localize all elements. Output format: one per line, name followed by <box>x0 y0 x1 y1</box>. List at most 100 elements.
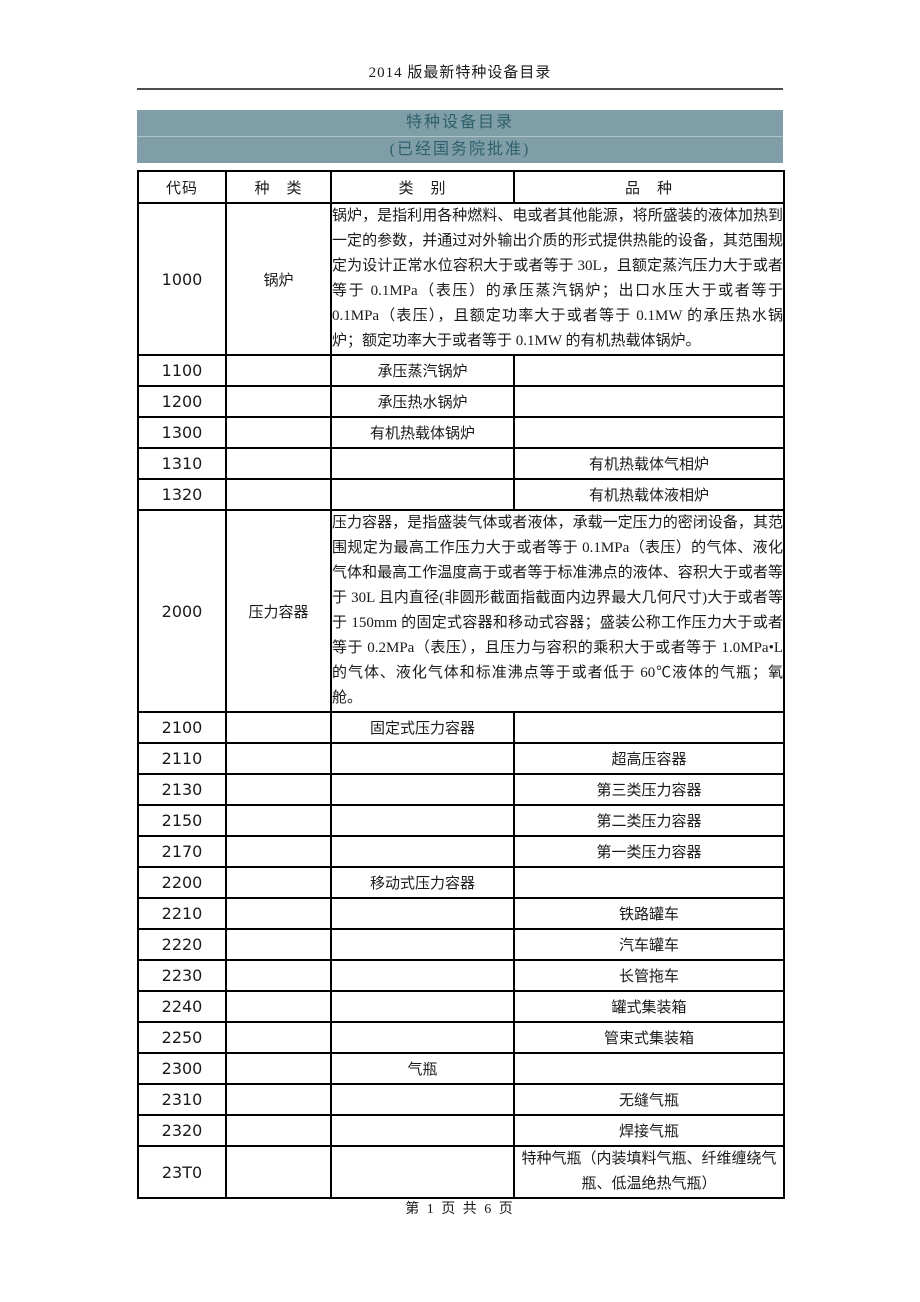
table-row: 1000 锅炉 锅炉，是指利用各种燃料、电或者其他能源，将所盛装的液体加热到一定的参… <box>137 202 785 356</box>
category-cell: 压力容器 <box>225 509 332 713</box>
code-cell: 2320 <box>137 1114 227 1147</box>
table-row: 2170 第一类压力容器 <box>137 835 785 868</box>
empty-class-cell <box>330 773 515 806</box>
table-row: 1310 有机热载体气相炉 <box>137 447 785 480</box>
empty-class-cell <box>330 928 515 961</box>
table-header-row: 代码 种 类 类 别 品 种 <box>137 170 785 204</box>
code-cell: 1320 <box>137 478 227 511</box>
table-row: 2210 铁路罐车 <box>137 897 785 930</box>
empty-variety-cell <box>513 354 785 387</box>
code-cell: 2310 <box>137 1083 227 1116</box>
column-header-variety: 品 种 <box>513 170 785 204</box>
table-row: 1100 承压蒸汽锅炉 <box>137 354 785 387</box>
empty-class-cell <box>330 1083 515 1116</box>
empty-category-cell <box>225 385 332 418</box>
class-cell: 气瓶 <box>330 1052 515 1085</box>
class-cell: 移动式压力容器 <box>330 866 515 899</box>
band-subtitle: (已经国务院批准) <box>389 141 531 158</box>
empty-category-cell <box>225 959 332 992</box>
variety-cell: 罐式集装箱 <box>513 990 785 1023</box>
empty-category-cell <box>225 866 332 899</box>
empty-class-cell <box>330 447 515 480</box>
empty-category-cell <box>225 742 332 775</box>
table-row: 2250 管束式集装箱 <box>137 1021 785 1054</box>
empty-category-cell <box>225 1114 332 1147</box>
code-cell: 2100 <box>137 711 227 744</box>
code-cell: 2200 <box>137 866 227 899</box>
empty-category-cell <box>225 1145 332 1199</box>
empty-category-cell <box>225 897 332 930</box>
code-cell: 1200 <box>137 385 227 418</box>
table-row: 2200 移动式压力容器 <box>137 866 785 899</box>
table-row: 1200 承压热水锅炉 <box>137 385 785 418</box>
table-row: 2150 第二类压力容器 <box>137 804 785 837</box>
description-cell: 锅炉，是指利用各种燃料、电或者其他能源，将所盛装的液体加热到一定的参数，并通过对… <box>330 202 785 356</box>
code-cell: 2250 <box>137 1021 227 1054</box>
variety-cell: 第二类压力容器 <box>513 804 785 837</box>
variety-cell: 特种气瓶（内装填料气瓶、纤维缠绕气瓶、低温绝热气瓶） <box>513 1145 785 1199</box>
class-cell: 有机热载体锅炉 <box>330 416 515 449</box>
variety-cell: 汽车罐车 <box>513 928 785 961</box>
variety-cell: 管束式集装箱 <box>513 1021 785 1054</box>
page-footer: 第 1 页 共 6 页 <box>405 1202 515 1217</box>
empty-category-cell <box>225 928 332 961</box>
title-band: 特种设备目录 (已经国务院批准) <box>137 110 783 163</box>
variety-cell: 无缝气瓶 <box>513 1083 785 1116</box>
code-cell: 2230 <box>137 959 227 992</box>
code-cell: 23T0 <box>137 1145 227 1199</box>
code-cell: 1300 <box>137 416 227 449</box>
band-title: 特种设备目录 <box>137 110 783 137</box>
empty-class-cell <box>330 478 515 511</box>
table-row: 2230 长管拖车 <box>137 959 785 992</box>
empty-class-cell <box>330 959 515 992</box>
code-cell: 2300 <box>137 1052 227 1085</box>
code-cell: 2170 <box>137 835 227 868</box>
empty-class-cell <box>330 1114 515 1147</box>
table-row: 2320 焊接气瓶 <box>137 1114 785 1147</box>
table-row: 2100 固定式压力容器 <box>137 711 785 744</box>
empty-class-cell <box>330 1145 515 1199</box>
empty-class-cell <box>330 742 515 775</box>
empty-class-cell <box>330 990 515 1023</box>
variety-cell: 焊接气瓶 <box>513 1114 785 1147</box>
class-cell: 固定式压力容器 <box>330 711 515 744</box>
code-cell: 1000 <box>137 202 227 356</box>
empty-variety-cell <box>513 711 785 744</box>
running-header: 2014 版最新特种设备目录 <box>137 0 783 90</box>
empty-category-cell <box>225 354 332 387</box>
table-row: 23T0 特种气瓶（内装填料气瓶、纤维缠绕气瓶、低温绝热气瓶） <box>137 1145 785 1199</box>
empty-category-cell <box>225 804 332 837</box>
table-row: 2130 第三类压力容器 <box>137 773 785 806</box>
empty-variety-cell <box>513 385 785 418</box>
code-cell: 2210 <box>137 897 227 930</box>
column-header-code: 代码 <box>137 170 227 204</box>
table-row: 2240 罐式集装箱 <box>137 990 785 1023</box>
catalog-table-body: 1000 锅炉 锅炉，是指利用各种燃料、电或者其他能源，将所盛装的液体加热到一定的参… <box>137 202 785 1199</box>
empty-variety-cell <box>513 866 785 899</box>
variety-cell: 第一类压力容器 <box>513 835 785 868</box>
empty-category-cell <box>225 1021 332 1054</box>
variety-cell: 铁路罐车 <box>513 897 785 930</box>
catalog-table: 代码 种 类 类 别 品 种 1000 锅炉 锅炉，是指利用各种燃料、电或者其他能源… <box>137 170 785 1199</box>
category-cell: 锅炉 <box>225 202 332 356</box>
code-cell: 1100 <box>137 354 227 387</box>
class-cell: 承压蒸汽锅炉 <box>330 354 515 387</box>
empty-category-cell <box>225 711 332 744</box>
table-row: 1300 有机热载体锅炉 <box>137 416 785 449</box>
empty-category-cell <box>225 773 332 806</box>
empty-category-cell <box>225 447 332 480</box>
code-cell: 2240 <box>137 990 227 1023</box>
table-row: 2310 无缝气瓶 <box>137 1083 785 1116</box>
class-cell: 承压热水锅炉 <box>330 385 515 418</box>
column-header-class: 类 别 <box>330 170 515 204</box>
empty-class-cell <box>330 897 515 930</box>
table-row: 2110 超高压容器 <box>137 742 785 775</box>
table-row: 2000 压力容器 压力容器，是指盛装气体或者液体，承载一定压力的密闭设备，其范围规… <box>137 509 785 713</box>
table-row: 2300 气瓶 <box>137 1052 785 1085</box>
code-cell: 2000 <box>137 509 227 713</box>
code-cell: 2130 <box>137 773 227 806</box>
empty-variety-cell <box>513 1052 785 1085</box>
empty-class-cell <box>330 835 515 868</box>
code-cell: 2220 <box>137 928 227 961</box>
